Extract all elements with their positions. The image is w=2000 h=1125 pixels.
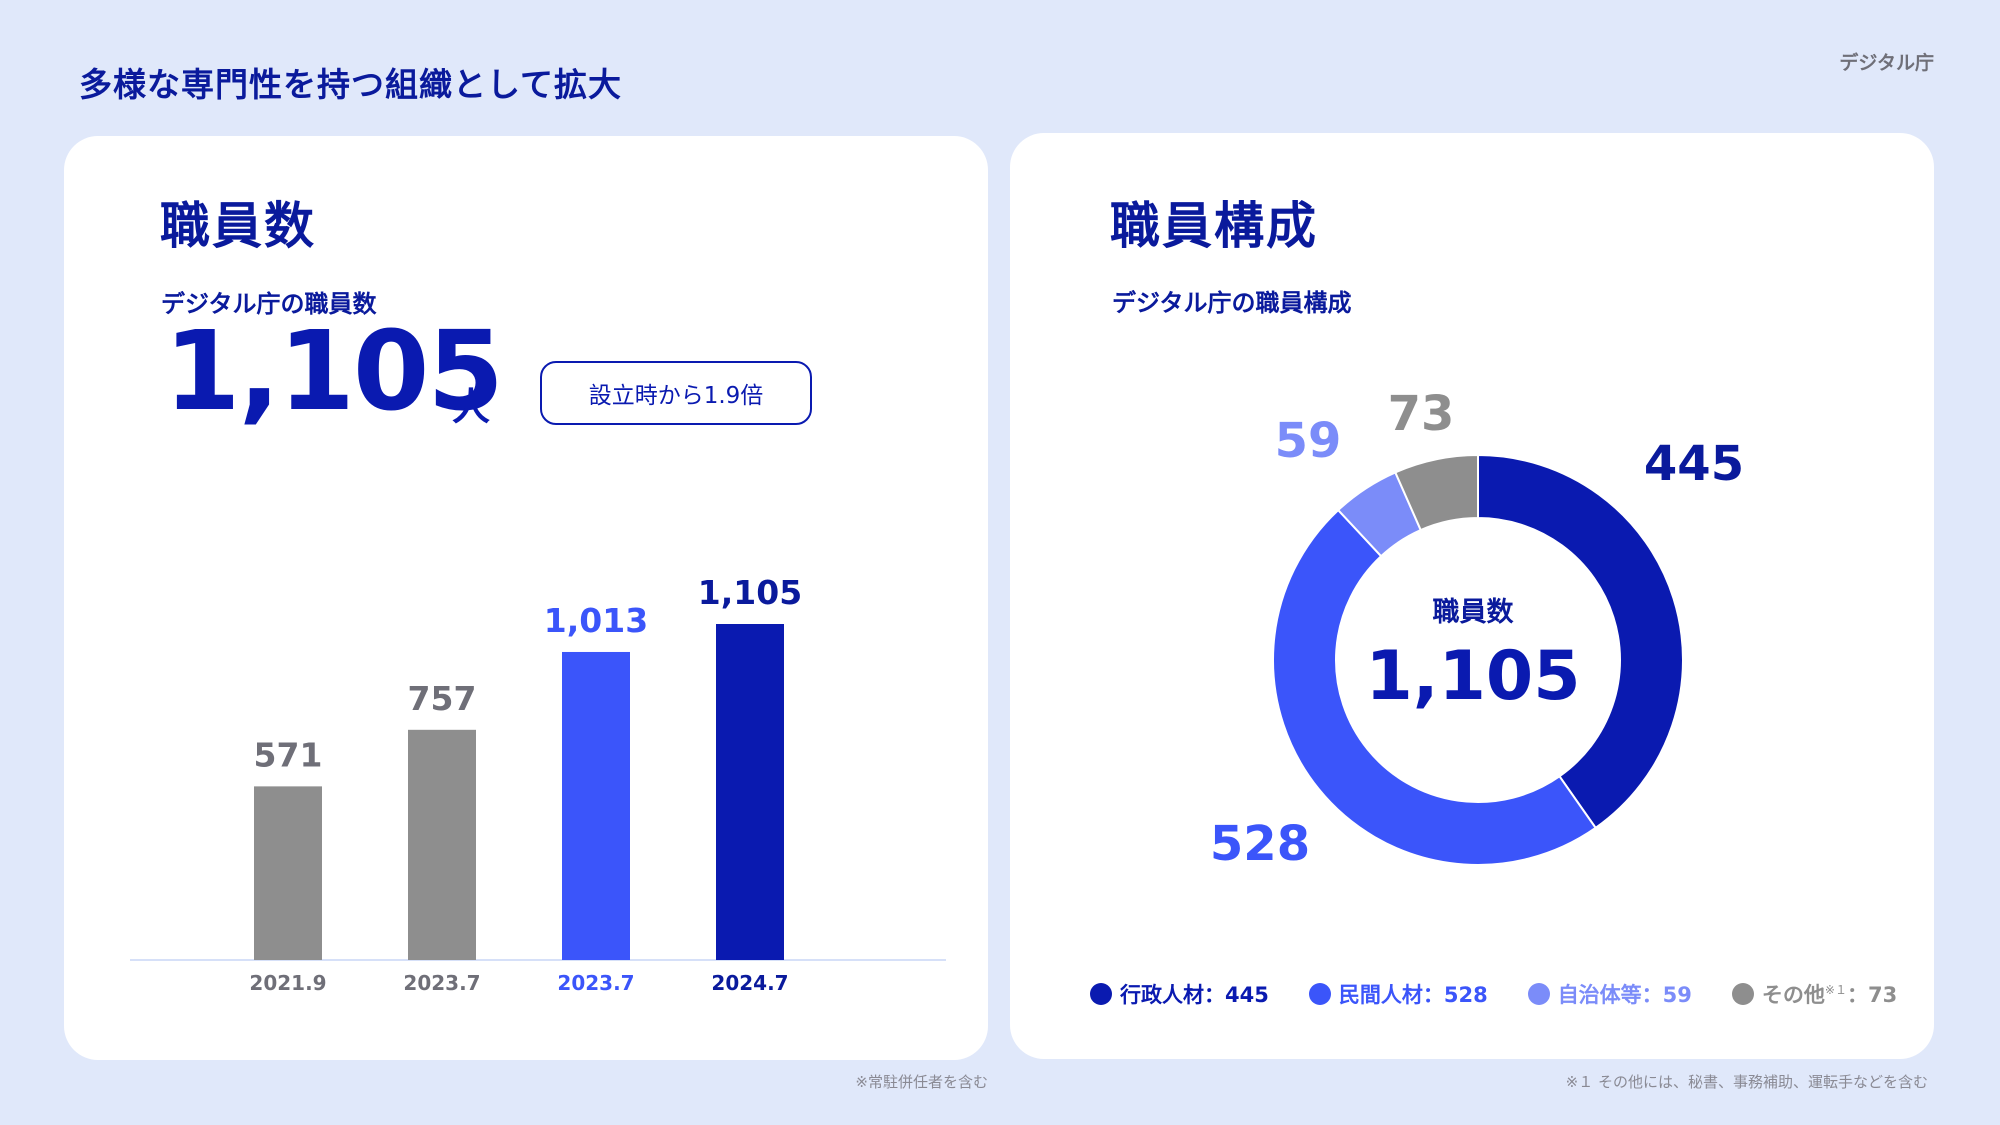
donut-slice-1	[1272, 508, 1598, 866]
donut-center-value: 1,105	[1365, 637, 1580, 716]
bar-category-label: 2024.7	[711, 971, 788, 995]
page-title: 多様な専門性を持つ組織として拡大	[79, 65, 623, 104]
legend-dot	[1308, 983, 1331, 1005]
bar-value-label: 1,105	[698, 573, 802, 612]
legend-dot	[1527, 983, 1550, 1005]
legend-item: 行政人材：445	[1090, 979, 1269, 1009]
bar-2023.7-1	[408, 729, 476, 960]
donut-slice-3	[1394, 453, 1479, 532]
legend-dot	[1731, 983, 1754, 1005]
legend-item: 民間人材：528	[1308, 979, 1488, 1009]
bar-category-label: 2023.7	[403, 971, 480, 995]
legend-dot	[1090, 983, 1112, 1005]
bar-2023.7-2	[562, 651, 630, 960]
legend-label: 民間人材：528	[1338, 983, 1488, 1007]
donut-value-label: 445	[1644, 436, 1744, 492]
total-staff-unit: 人	[452, 385, 491, 429]
bar-2024.7-3	[716, 624, 784, 960]
staff-bar-chart: 571 2021.9 757 2023.7 1,013 2023.7 1,105 2024.7	[130, 573, 946, 995]
total-staff-number: 1,105	[164, 307, 504, 435]
bar-category-label: 2021.9	[249, 971, 326, 995]
staff-donut-chart: 445 528 59 73 職員数 1,105	[1210, 386, 1744, 872]
donut-value-label: 59	[1275, 413, 1342, 469]
legend-footnote-mark: ※１	[1824, 983, 1847, 997]
bar-category-label: 2023.7	[557, 971, 634, 995]
donut-value-label: 73	[1388, 386, 1455, 442]
bar-value-label: 757	[408, 679, 477, 718]
bar-value-label: 571	[254, 735, 323, 774]
legend-label: 行政人材：445	[1120, 983, 1269, 1007]
staff-count-subtitle: デジタル庁の職員数	[161, 290, 377, 318]
donut-legend: 行政人材：445 民間人材：528 自治体等：59 その他※１：73	[1090, 979, 1897, 1009]
legend-label: 自治体等：59	[1557, 983, 1692, 1007]
bar-value-label: 1,013	[544, 601, 648, 640]
staff-composition-title: 職員構成	[1110, 197, 1318, 255]
staff-composition-panel: 職員構成 デジタル庁の職員構成 445 528 59 73 職員数 1,105 行政人…	[1010, 133, 1934, 1059]
growth-badge: 設立時から1.9倍	[540, 361, 812, 425]
legend-label: その他※１：73	[1761, 983, 1898, 1007]
agency-name: デジタル庁	[1839, 52, 1934, 74]
legend-item: その他※１：73	[1731, 979, 1898, 1009]
staff-composition-subtitle: デジタル庁の職員構成	[1112, 289, 1352, 317]
left-footnote: ※常駐併任者を含む	[855, 1073, 988, 1091]
staff-count-panel: 職員数 デジタル庁の職員数 1,105 人 設立時から1.9倍 571 2021.…	[64, 136, 988, 1060]
donut-center-label: 職員数	[1433, 597, 1515, 628]
staff-count-title: 職員数	[160, 197, 316, 255]
right-footnote: ※１ その他には、秘書、事務補助、運転手などを含む	[1565, 1073, 1928, 1091]
legend-item: 自治体等：59	[1527, 979, 1692, 1009]
bar-2021.9-0	[254, 786, 322, 960]
donut-slice-0	[1477, 453, 1684, 830]
donut-value-label: 528	[1210, 816, 1310, 872]
